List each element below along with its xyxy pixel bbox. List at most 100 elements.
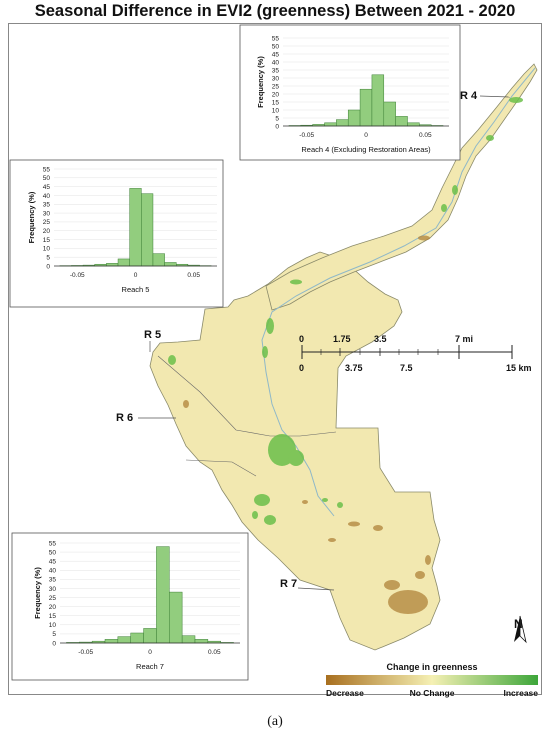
x-tick-label: 0 (364, 132, 368, 139)
reach-label-r6: R 6 (116, 412, 133, 424)
x-tick-label: -0.05 (299, 132, 314, 139)
histogram-bar (141, 193, 154, 267)
histogram-bar (359, 88, 373, 127)
x-tick-label: -0.05 (70, 272, 85, 279)
y-tick-label: 30 (43, 210, 51, 217)
reach-4-leader (479, 95, 511, 98)
histogram-bar (164, 262, 177, 267)
scale-km-3: 15 km (506, 363, 532, 373)
y-tick-label: 25 (49, 595, 57, 602)
y-tick-label: 10 (49, 622, 57, 629)
histogram-bar (156, 546, 170, 644)
y-tick-label: 5 (46, 254, 50, 261)
histogram-bar (130, 632, 144, 644)
histogram-bar (106, 263, 119, 267)
reach-boundary-6-7 (185, 459, 257, 477)
north-arrow-icon: N (514, 615, 527, 644)
legend-title: Change in greenness (386, 662, 477, 672)
y-tick-label: 15 (272, 99, 280, 106)
map-title: Seasonal Difference in EVI2 (greenness) … (34, 2, 516, 20)
y-tick-label: 15 (49, 613, 57, 620)
histogram-bar (324, 122, 337, 127)
figure-caption: (a) (267, 714, 283, 729)
y-tick-label: 0 (275, 123, 279, 130)
histogram-bar (152, 253, 165, 267)
y-tick-label: 5 (275, 115, 279, 122)
x-tick-label: 0.05 (208, 649, 221, 656)
histogram-bar (336, 119, 349, 127)
scale-mi-3: 7 mi (455, 334, 473, 344)
legend: Change in greenness Decrease No Change I… (326, 662, 538, 698)
y-tick-label: 50 (43, 175, 51, 182)
y-tick-label: 25 (272, 83, 280, 90)
x-tick-label: 0 (148, 649, 152, 656)
reach-boundary-5-6 (157, 355, 337, 437)
histogram-bar (169, 591, 183, 644)
histogram-bar (143, 628, 157, 644)
y-tick-label: 55 (272, 35, 280, 42)
y-tick-label: 35 (43, 202, 51, 209)
x-tick-label: 0 (134, 272, 138, 279)
histogram-bar (383, 101, 396, 127)
y-tick-label: 35 (272, 67, 280, 74)
histogram-bar (407, 122, 420, 127)
histogram-bar (395, 116, 408, 127)
scale-mi-0: 0 (299, 334, 304, 344)
histogram-bar (117, 258, 130, 267)
x-tick-label: 0.05 (187, 272, 200, 279)
y-tick-label: 40 (49, 568, 57, 575)
y-tick-label: 20 (272, 91, 280, 98)
histogram-bar (371, 74, 385, 127)
y-tick-label: 25 (43, 219, 51, 226)
histogram-reach7: 0 5 10 15 20 25 30 35 40 45 50 55 -0.05 0 0.05 Reach 7 F… (11, 532, 249, 681)
y-tick-label: 0 (46, 263, 50, 270)
greenness-increase-patches (168, 97, 523, 525)
y-tick-label: 55 (43, 166, 51, 173)
x-axis-label: Reach 5 (122, 285, 150, 294)
histogram-bar (194, 639, 209, 644)
y-axis-label: Frequency (%) (27, 191, 36, 243)
y-tick-label: 0 (52, 640, 56, 647)
histogram-bar (181, 635, 196, 644)
y-tick-label: 20 (49, 604, 57, 611)
reach-label-r5: R 5 (144, 329, 161, 341)
y-tick-label: 10 (272, 107, 280, 114)
legend-color-ramp (326, 675, 538, 685)
y-tick-label: 50 (272, 43, 280, 50)
x-axis-label: Reach 7 (136, 662, 164, 671)
greenness-decrease-patches (183, 235, 431, 614)
histogram-bar (129, 188, 142, 267)
y-tick-label: 35 (49, 577, 57, 584)
y-tick-label: 30 (49, 586, 57, 593)
histogram-bar (104, 639, 119, 644)
scale-mi-1: 1.75 (333, 334, 351, 344)
x-axis-label: Reach 4 (Excluding Restoration Areas) (301, 145, 431, 154)
y-tick-label: 45 (43, 184, 51, 191)
y-tick-label: 45 (272, 51, 280, 58)
reach-label-r7: R 7 (280, 578, 297, 590)
y-tick-label: 40 (43, 193, 51, 200)
y-tick-label: 20 (43, 228, 51, 235)
histogram-bar (347, 109, 361, 127)
y-tick-label: 45 (49, 558, 57, 565)
scale-km-1: 3.75 (345, 363, 363, 373)
y-tick-label: 5 (52, 631, 56, 638)
scale-km-0: 0 (299, 363, 304, 373)
x-tick-label: -0.05 (78, 649, 93, 656)
reach-label-r4: R 4 (460, 90, 478, 102)
scale-km-2: 7.5 (400, 363, 413, 373)
histogram-bar (117, 636, 131, 644)
y-tick-label: 30 (272, 75, 280, 82)
legend-label-decrease: Decrease (326, 688, 364, 698)
y-tick-label: 15 (43, 237, 51, 244)
reach-7-leader (297, 587, 335, 591)
y-tick-label: 55 (49, 540, 57, 547)
reach-4-corridor (265, 63, 538, 311)
x-tick-label: 0.05 (419, 132, 432, 139)
y-tick-label: 10 (43, 246, 51, 253)
y-axis-label: Frequency (%) (33, 567, 42, 619)
scale-bar: 0 1.75 3.5 7 mi 0 3.75 7.5 15 km (299, 334, 532, 373)
scale-mi-2: 3.5 (374, 334, 387, 344)
